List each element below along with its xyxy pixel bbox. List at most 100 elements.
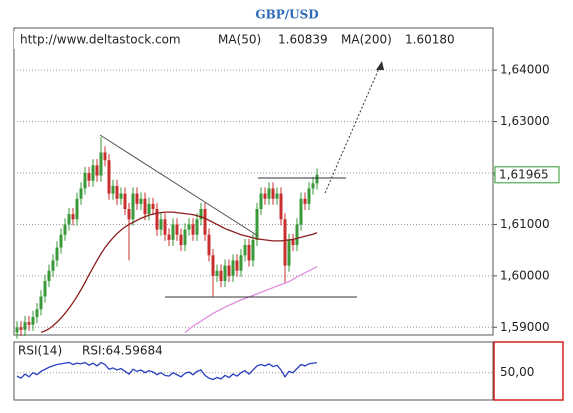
candle-body [31, 317, 35, 325]
moving-average [40, 211, 318, 334]
candle-body [103, 152, 107, 161]
y-tick-label: 1,64000 [500, 63, 550, 77]
chart-title: GBP/USD [255, 8, 318, 22]
y-tick-label: 1,63000 [500, 114, 550, 128]
candle-body [231, 260, 235, 276]
ma200-value: 1.60180 [405, 33, 455, 47]
y-tick-label: 50,00 [500, 365, 534, 379]
candle-body [315, 174, 319, 184]
candle-body [295, 224, 299, 246]
candle-body [187, 224, 191, 230]
candle-body [251, 239, 255, 261]
candle-body [127, 209, 131, 220]
candle-body [59, 234, 63, 248]
candle-body [39, 296, 43, 310]
ma50-name: MA(50) [218, 33, 261, 47]
candle-body [35, 309, 39, 318]
candle-body [79, 188, 83, 199]
rsi-axis-box [493, 341, 564, 401]
candle-body [223, 265, 227, 282]
y-tick-label: 1,59000 [500, 320, 550, 334]
source-url: http://www.deltastock.com [20, 33, 181, 47]
candle-body [247, 245, 251, 261]
candle-body [43, 281, 47, 297]
candle-body [215, 270, 219, 276]
candle-body [155, 209, 159, 230]
candle-body [199, 209, 203, 220]
candle-body [183, 229, 187, 246]
candle-body [275, 193, 279, 199]
candle-body [235, 260, 239, 271]
candle-body [227, 265, 231, 276]
candle-body [263, 193, 267, 199]
candle-body [271, 188, 275, 199]
rsi-name: RSI(14) [18, 344, 62, 358]
candle-body [175, 224, 179, 235]
arrow-head [376, 61, 384, 70]
candle-body [207, 234, 211, 256]
candle-body [239, 255, 243, 271]
arrow-line [324, 65, 381, 194]
candle-body [19, 327, 23, 330]
candle-body [171, 224, 175, 240]
candle-body [51, 260, 55, 271]
candle-body [191, 224, 195, 235]
rsi-value: RSI:64.59684 [82, 344, 163, 358]
last-price-label: 1,61965 [499, 167, 549, 181]
ma200-name: MA(200) [341, 33, 392, 47]
candle-body [55, 247, 59, 261]
y-tick-label: 1,60000 [500, 268, 550, 282]
candle-body [75, 198, 79, 220]
main-frame [13, 27, 494, 336]
candle-body [243, 245, 247, 256]
candle-body [27, 322, 31, 325]
candle-body [139, 198, 143, 204]
candle-body [143, 198, 147, 215]
ma50-value: 1.60839 [278, 33, 328, 47]
y-tick-label: 1,61000 [500, 217, 550, 231]
candle-body [151, 203, 155, 210]
candle-body [63, 224, 67, 235]
rsi-frame [13, 341, 494, 401]
candle-body [83, 173, 87, 189]
candle-body [311, 183, 315, 189]
candle-body [111, 185, 115, 194]
candle-body [255, 209, 259, 240]
rsi-line [16, 361, 318, 381]
last-price-box [494, 166, 560, 184]
candle-body [267, 188, 271, 199]
candle-body [211, 255, 215, 276]
candle-body [219, 270, 223, 282]
candle-body [107, 160, 111, 194]
candle-body [67, 214, 71, 225]
header-bg [14, 31, 474, 49]
candle-body [119, 193, 123, 199]
candle-body [71, 214, 75, 220]
candle-body [95, 165, 99, 176]
candle-body [87, 173, 91, 181]
candle-body [163, 219, 167, 235]
candle-body [179, 234, 183, 246]
candle-body [287, 239, 291, 266]
candle-body [299, 198, 303, 225]
candle-body [291, 239, 295, 246]
candle-body [259, 193, 263, 210]
candle-body [47, 270, 51, 282]
candle-body [123, 193, 127, 210]
candle-body [135, 193, 139, 204]
candle-body [91, 165, 95, 181]
candle-body [131, 193, 135, 220]
candle-body [195, 219, 199, 235]
candle-body [167, 234, 171, 240]
candle-body [15, 327, 19, 333]
trendline [99, 134, 259, 237]
plot-area: 1,590001,600001,610001,620001,630001,640… [14, 63, 560, 381]
candle-body [99, 152, 103, 176]
candle-body [283, 219, 287, 266]
candle-body [303, 198, 307, 204]
candle-body [159, 219, 163, 230]
moving-average [184, 266, 318, 333]
